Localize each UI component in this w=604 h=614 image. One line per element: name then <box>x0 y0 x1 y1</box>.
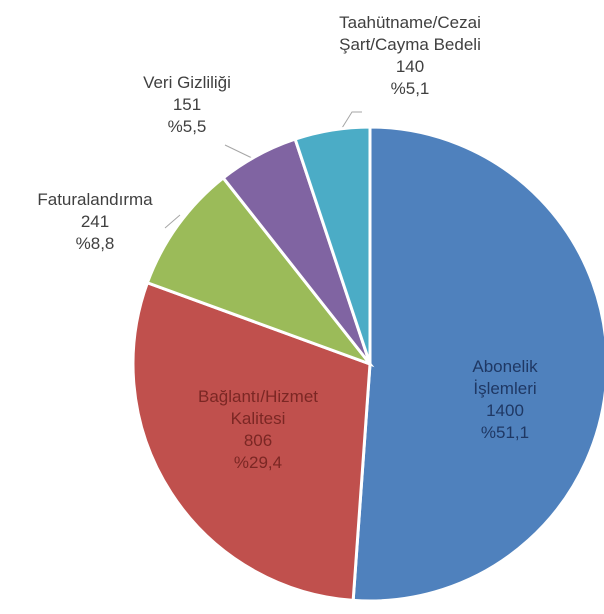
slice-value: 140 <box>395 57 425 76</box>
leader-line <box>341 111 362 129</box>
slice-name: Taahütname/Cezai Şart/Cayma Bedeli <box>339 13 481 54</box>
slice-name: Veri Gizliliği <box>143 73 231 92</box>
slice-percent: %51,1 <box>480 423 530 442</box>
slice-name: Faturalandırma <box>37 190 153 209</box>
slice-percent: %5,1 <box>390 79 430 98</box>
data-label: Abonelik İşlemleri 1400 %51,1 <box>385 356 604 444</box>
slice-value: 241 <box>80 212 110 231</box>
slice-percent: %29,4 <box>233 453 283 472</box>
slice-percent: %8,8 <box>75 234 115 253</box>
slice-percent: %5,5 <box>167 117 207 136</box>
pie-slice <box>145 175 375 368</box>
pie-slice <box>131 280 372 603</box>
leader-line <box>164 214 181 229</box>
pie-slice <box>293 125 372 365</box>
slice-value: 151 <box>172 95 202 114</box>
data-label: Bağlantı/Hizmet Kalitesi 806 %29,4 <box>138 386 378 474</box>
leader-line <box>224 144 253 159</box>
slice-value: 806 <box>243 431 273 450</box>
slice-value: 1400 <box>486 401 524 420</box>
data-label: Taahütname/Cezai Şart/Cayma Bedeli 140 %5,… <box>290 12 530 100</box>
data-label: Veri Gizliliği 151 %5,5 <box>67 72 307 138</box>
slice-name: Bağlantı/Hizmet Kalitesi <box>198 387 318 428</box>
slice-name: Abonelik İşlemleri <box>472 357 538 398</box>
data-label: Faturalandırma 241 %8,8 <box>0 189 215 255</box>
pie-slice <box>351 125 604 603</box>
